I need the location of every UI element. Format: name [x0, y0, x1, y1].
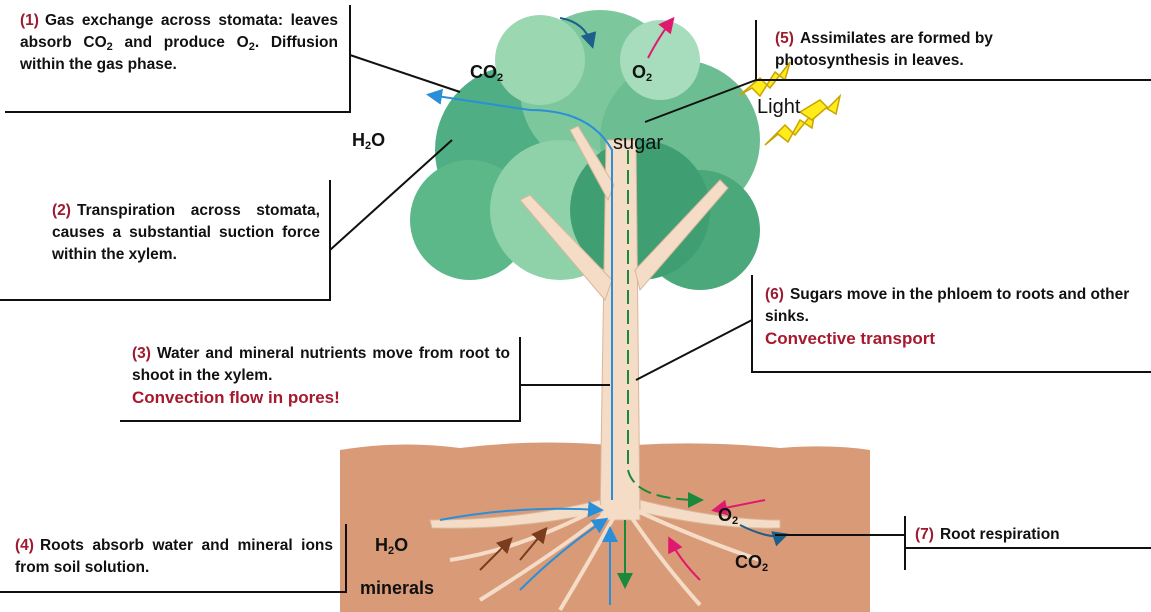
text-run: O [632, 62, 646, 82]
subscript: 2 [646, 72, 652, 84]
text-run: minerals [360, 578, 434, 598]
callout: (6)Sugars move in the phloem to roots an… [765, 284, 1150, 350]
callout-number: (6) [765, 286, 784, 303]
callout-number: (7) [915, 526, 934, 543]
callout-number: (4) [15, 537, 34, 554]
callout-emphasis: Convective transport [765, 328, 1150, 350]
callout: (4)Roots absorb water and mineral ions f… [15, 535, 333, 579]
gas-label: CO2 [470, 62, 503, 83]
text-run: CO [735, 552, 762, 572]
callout-number: (3) [132, 345, 151, 362]
callout-emphasis: Convection flow in pores! [132, 387, 510, 409]
callout-number: (2) [52, 202, 71, 219]
text-run: Roots absorb water and mineral ions from… [15, 537, 333, 576]
text-run: O [718, 505, 732, 525]
subscript: 2 [732, 515, 738, 527]
text-run: Root respiration [940, 526, 1060, 543]
light-label: Light [757, 96, 800, 119]
gas-label: H2O [352, 130, 385, 151]
text-run: H [352, 130, 365, 150]
callout-number: (5) [775, 30, 794, 47]
text-run: Light [757, 96, 800, 118]
text-run: Water and mineral nutrients move from ro… [132, 345, 510, 384]
text-run: O [371, 130, 385, 150]
gas-label: CO2 [735, 552, 768, 573]
subscript: 2 [497, 72, 503, 84]
text-run: CO [470, 62, 497, 82]
gas-label: O2 [632, 62, 652, 83]
text-run: sugar [613, 132, 663, 154]
callout: (2)Transpiration across stomata, causes … [52, 200, 320, 266]
minerals-label: minerals [360, 578, 434, 599]
text-run: H [375, 535, 388, 555]
sugar-label: sugar [613, 132, 663, 155]
text-run: Sugars move in the phloem to roots and o… [765, 286, 1129, 325]
gas-label: H2O [375, 535, 408, 556]
callout: (1)Gas exchange across stomata: leaves a… [20, 10, 338, 76]
text-run: Assimilates are formed by photosynthesis… [775, 30, 993, 69]
text-run: Transpiration across stomata, causes a s… [52, 202, 320, 263]
text-run: and produce O [113, 34, 249, 51]
callout: (7) Root respiration [915, 524, 1145, 546]
callout: (3)Water and mineral nutrients move from… [132, 343, 510, 409]
text-run: O [394, 535, 408, 555]
callout-number: (1) [20, 12, 39, 29]
callout: (5)Assimilates are formed by photosynthe… [775, 28, 1075, 72]
subscript: 2 [762, 562, 768, 574]
gas-label: O2 [718, 505, 738, 526]
page: {"callouts": [ {"number": "(1)", "text":… [0, 0, 1151, 612]
